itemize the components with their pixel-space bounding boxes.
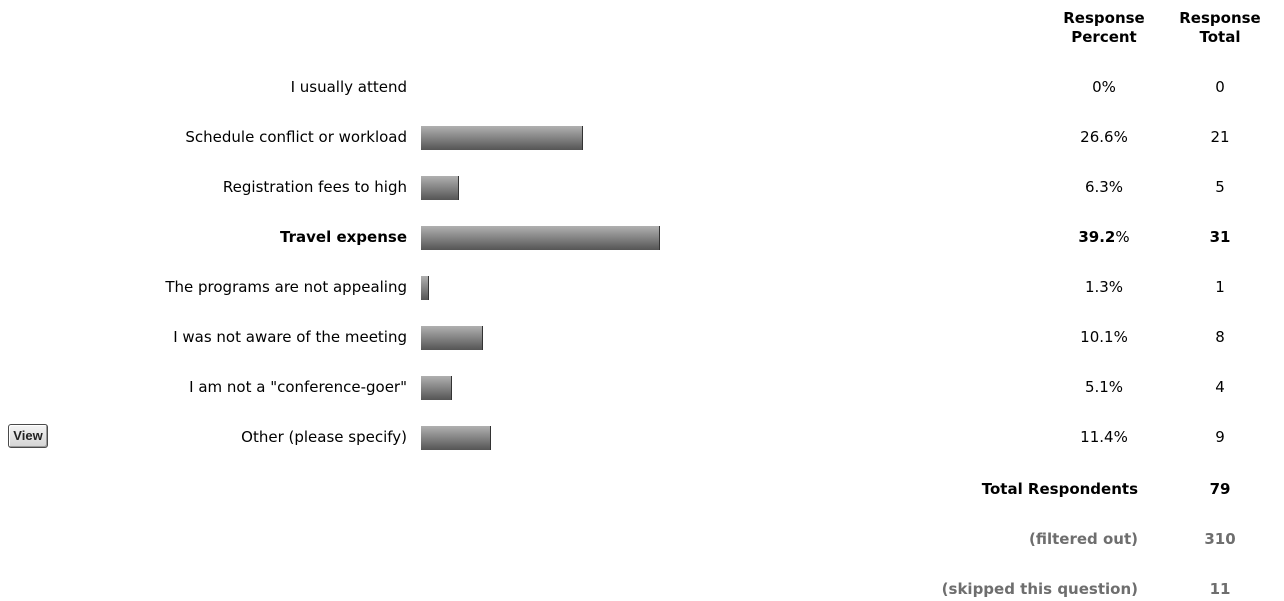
response-total-header: Response Total xyxy=(1165,9,1275,47)
chart-row: I am not a "conference-goer" 5.1% 4 xyxy=(0,375,1284,400)
percent-bar xyxy=(421,276,429,300)
row-label: I was not aware of the meeting xyxy=(173,328,407,346)
percent-bar xyxy=(421,226,660,250)
row-label: Registration fees to high xyxy=(222,178,407,196)
total-value: 5 xyxy=(1215,178,1225,196)
row-label: I usually attend xyxy=(290,78,407,96)
chart-row: Schedule conflict or workload 26.6% 21 xyxy=(0,125,1284,150)
percent-value: 0% xyxy=(1092,78,1116,96)
summary-value: 11 xyxy=(1209,580,1231,598)
chart-row: I was not aware of the meeting 10.1% 8 xyxy=(0,325,1284,350)
summary-row: (skipped this question) 11 xyxy=(0,577,1284,601)
summary-row: (filtered out) 310 xyxy=(0,527,1284,551)
percent-value: 11.4% xyxy=(1080,428,1128,446)
percent-bar xyxy=(421,326,483,350)
response-total-header-line2: Total xyxy=(1199,28,1241,46)
summary-value: 79 xyxy=(1209,480,1231,498)
percent-value: 26.6% xyxy=(1080,128,1128,146)
percent-sign: % xyxy=(1115,228,1130,246)
chart-row: Registration fees to high 6.3% 5 xyxy=(0,175,1284,200)
chart-row: I usually attend 0% 0 xyxy=(0,75,1284,99)
percent-bar xyxy=(421,376,452,400)
response-percent-header: Response Percent xyxy=(1049,9,1159,47)
percent-value: 10.1% xyxy=(1080,328,1128,346)
response-percent-header-line1: Response xyxy=(1063,9,1145,27)
chart-row: The programs are not appealing 1.3% 1 xyxy=(0,275,1284,300)
summary-label: (filtered out) xyxy=(1029,530,1138,548)
percent-value: 6.3% xyxy=(1084,178,1124,196)
total-value: 31 xyxy=(1209,228,1231,246)
summary-label: (skipped this question) xyxy=(941,580,1138,598)
total-value: 1 xyxy=(1215,278,1225,296)
percent-number: 39.2 xyxy=(1078,228,1116,246)
row-label: The programs are not appealing xyxy=(165,278,407,296)
total-value: 21 xyxy=(1210,128,1230,146)
total-value: 9 xyxy=(1215,428,1225,446)
view-other-responses-button[interactable]: View xyxy=(8,424,48,448)
row-label: Travel expense xyxy=(280,228,407,246)
summary-value: 310 xyxy=(1204,530,1236,548)
response-total-header-line1: Response xyxy=(1179,9,1261,27)
percent-bar xyxy=(421,176,459,200)
percent-value: 5.1% xyxy=(1084,378,1124,396)
response-percent-header-line2: Percent xyxy=(1071,28,1137,46)
chart-row: Travel expense 39.2% 31 xyxy=(0,225,1284,250)
row-label: I am not a "conference-goer" xyxy=(189,378,407,396)
row-label: Other (please specify) xyxy=(241,428,407,446)
percent-bar xyxy=(421,426,491,450)
percent-value: 39.2% xyxy=(1044,225,1164,249)
summary-row: Total Respondents 79 xyxy=(0,477,1284,501)
total-value: 0 xyxy=(1215,78,1225,96)
total-value: 4 xyxy=(1215,378,1225,396)
row-label: Schedule conflict or workload xyxy=(185,128,407,146)
percent-value: 1.3% xyxy=(1084,278,1124,296)
summary-label: Total Respondents xyxy=(981,480,1138,498)
chart-row: Other (please specify) 11.4% 9 xyxy=(0,425,1284,450)
percent-bar xyxy=(421,126,583,150)
total-value: 8 xyxy=(1215,328,1225,346)
